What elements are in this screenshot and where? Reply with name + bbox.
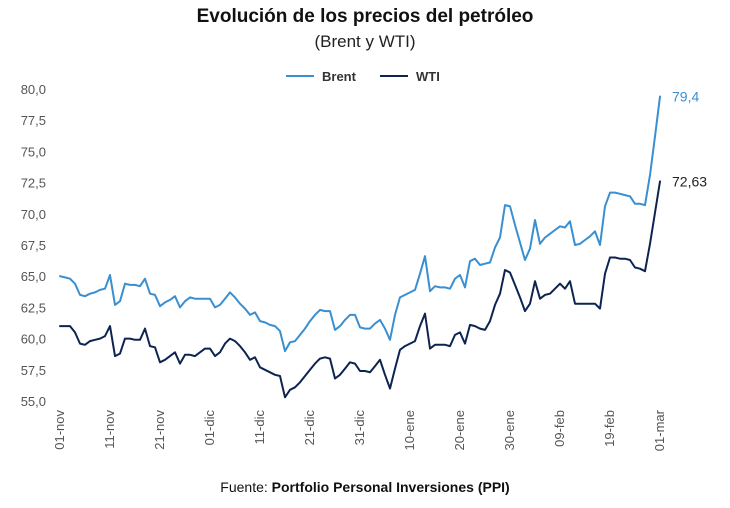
y-tick-label: 72,5 (21, 176, 46, 191)
y-tick-label: 57,5 (21, 363, 46, 378)
y-tick-label: 80,0 (21, 82, 46, 97)
end-label-wti: 72,63 (672, 173, 707, 189)
y-tick-label: 75,0 (21, 144, 46, 159)
x-tick-label: 01-mar (652, 409, 667, 451)
x-tick-label: 11-dic (252, 410, 267, 445)
chart-title: Evolución de los precios del petróleo (196, 6, 534, 27)
y-tick-label: 62,5 (21, 300, 46, 315)
x-tick-label: 01-dic (202, 410, 217, 446)
x-tick-label: 21-nov (152, 410, 167, 450)
end-labels: 79,4 72,63 (672, 88, 707, 189)
y-tick-label: 60,0 (21, 332, 46, 347)
x-axis-ticks: 01-nov 11-nov 21-nov 01-dic 11-dic 21-dic 31-d… (52, 409, 667, 451)
x-tick-label: 10-ene (402, 410, 417, 450)
x-tick-label: 31-dic (352, 410, 367, 446)
source-note: Fuente: Portfolio Personal Inversiones (… (0, 479, 730, 495)
x-tick-label: 21-dic (302, 410, 317, 446)
x-tick-label: 20-ene (452, 410, 467, 450)
series-lines (59, 95, 661, 399)
legend-label-wti: WTI (416, 69, 440, 84)
y-tick-label: 55,0 (21, 394, 46, 409)
x-tick-label: 11-nov (102, 410, 117, 449)
x-tick-label: 19-feb (602, 410, 617, 447)
y-tick-label: 67,5 (21, 238, 46, 253)
x-tick-label: 01-nov (52, 410, 67, 450)
series-line-brent (59, 95, 661, 353)
legend-label-brent: Brent (322, 69, 357, 84)
source-name: Portfolio Personal Inversiones (PPI) (271, 479, 510, 495)
x-tick-label: 30-ene (502, 410, 517, 450)
x-tick-label: 09-feb (552, 410, 567, 447)
y-tick-label: 65,0 (21, 269, 46, 284)
legend: Brent WTI (286, 69, 440, 84)
y-tick-label: 70,0 (21, 207, 46, 222)
source-prefix: Fuente: (220, 479, 272, 495)
y-tick-label: 77,5 (21, 113, 46, 128)
end-label-brent: 79,4 (672, 88, 699, 104)
chart-subtitle: (Brent y WTI) (314, 32, 416, 51)
series-line-wti (59, 180, 661, 399)
y-axis-ticks: 80,0 77,5 75,0 72,5 70,0 67,5 65,0 62,5 60,0 57,5… (21, 82, 46, 409)
